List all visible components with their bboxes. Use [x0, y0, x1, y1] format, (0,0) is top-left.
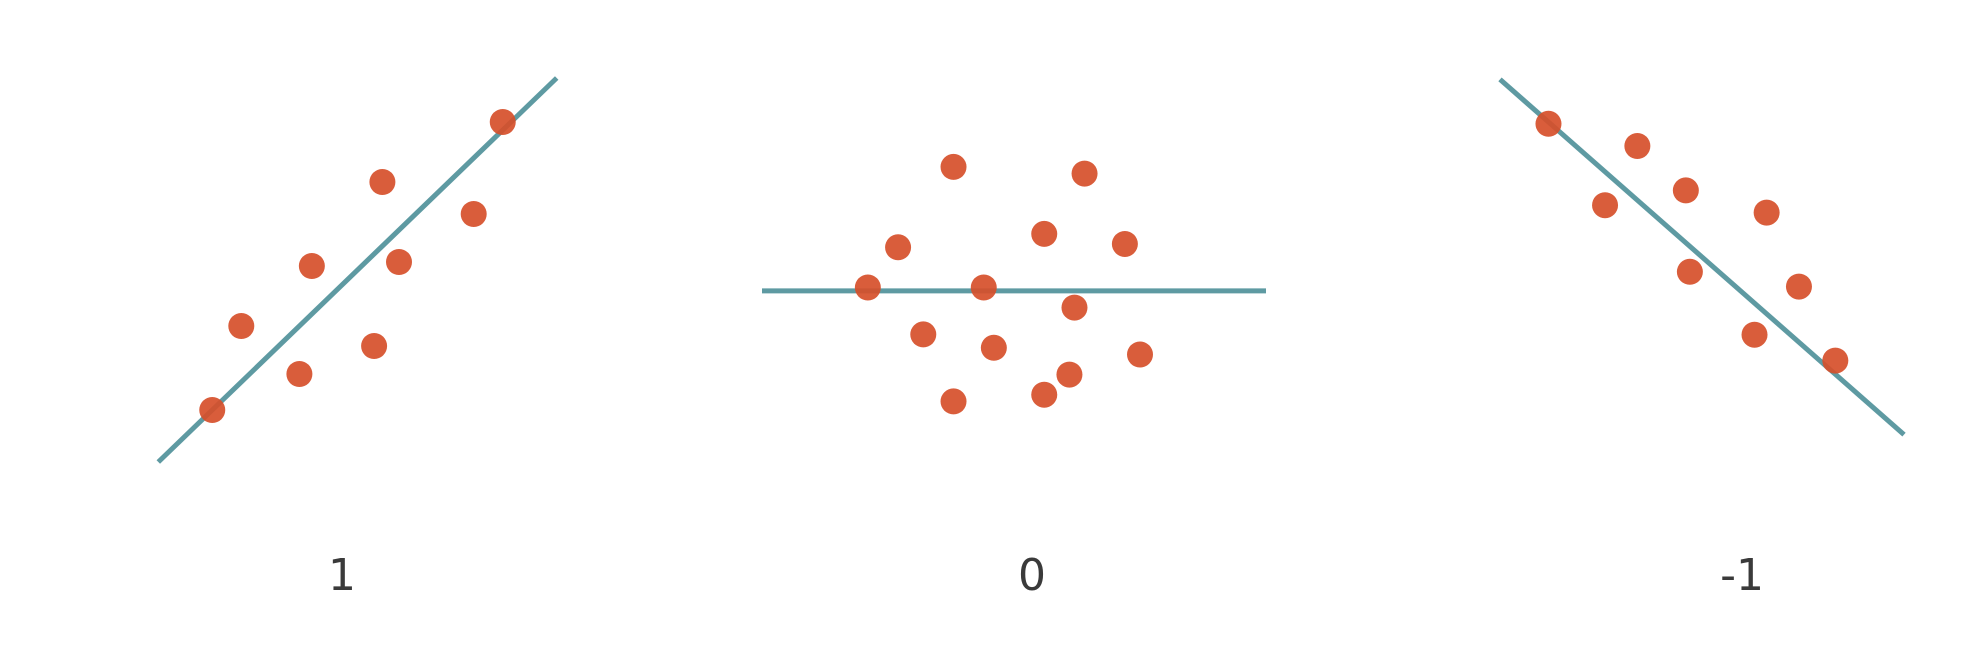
data-point [1535, 110, 1562, 137]
correlation-value-label: -1 [1720, 550, 1764, 601]
data-point [286, 361, 313, 387]
data-point [228, 313, 255, 339]
data-point [460, 201, 487, 227]
data-point [970, 274, 997, 301]
data-point [361, 333, 388, 359]
data-point [1111, 230, 1138, 257]
data-point [1741, 321, 1768, 348]
data-point [1592, 192, 1619, 219]
data-point [885, 234, 912, 261]
data-point [386, 249, 412, 275]
data-point [1071, 160, 1098, 187]
data-point [1031, 220, 1058, 247]
data-point [1031, 381, 1058, 408]
trend-line [156, 76, 559, 464]
data-point [940, 388, 967, 415]
data-point [298, 253, 325, 279]
data-point [1127, 341, 1153, 368]
data-point [1785, 273, 1812, 300]
data-point [854, 274, 881, 301]
panel-positive-correlation: 1 [156, 76, 559, 601]
panel-zero-correlation: 0 [762, 153, 1266, 601]
data-point [489, 109, 516, 135]
data-point [1822, 347, 1849, 374]
data-point [199, 397, 226, 423]
data-point [369, 169, 396, 195]
data-point [1061, 294, 1088, 321]
trend-line [1498, 77, 1906, 437]
data-point [1676, 258, 1703, 285]
data-point [1056, 361, 1083, 388]
panel-negative-correlation: -1 [1498, 77, 1906, 601]
data-point [1672, 177, 1699, 204]
data-point [910, 321, 937, 348]
data-point [940, 153, 967, 180]
data-point [980, 334, 1007, 361]
data-point [1624, 133, 1651, 159]
correlation-value-label: 0 [1018, 550, 1046, 601]
data-point [1753, 199, 1780, 226]
correlation-value-label: 1 [328, 550, 356, 601]
